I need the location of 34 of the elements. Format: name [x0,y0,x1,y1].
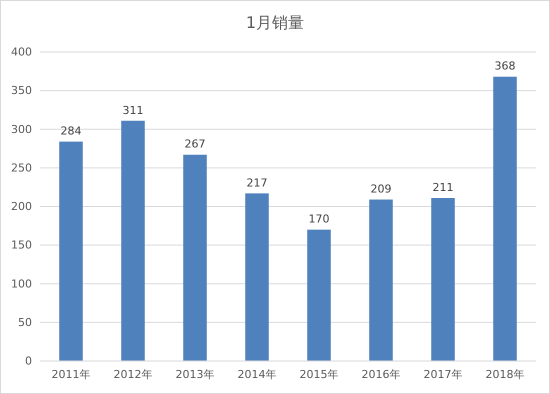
bar [307,230,331,361]
x-tick-label: 2011年 [52,368,90,381]
bar [121,120,145,361]
data-label: 211 [432,181,454,194]
y-tick-label: 200 [11,200,32,214]
bar [493,76,517,361]
bar [245,193,269,361]
y-tick-label: 300 [11,122,32,136]
y-tick-label: 150 [11,238,32,252]
x-tick-label: 2012年 [114,368,152,381]
x-tick-label: 2015年 [300,368,338,381]
y-tick-label: 50 [18,316,32,329]
y-tick-label: 0 [25,354,32,368]
data-label: 267 [184,138,206,151]
x-tick-label: 2014年 [238,368,276,381]
bar [183,154,207,361]
x-tick-label: 2013年 [176,368,214,381]
x-tick-label: 2018年 [486,368,524,381]
data-label: 368 [494,60,516,73]
data-label: 209 [370,182,392,196]
y-tick-label: 400 [11,46,32,59]
chart-title: 1月销量 [246,13,304,32]
bar [431,198,455,361]
data-label: 170 [308,212,330,226]
data-label: 217 [246,176,268,190]
bar [369,200,393,361]
data-label: 311 [122,104,144,117]
data-label: 284 [60,124,82,138]
x-tick-label: 2016年 [362,368,400,381]
y-tick-label: 250 [11,161,32,174]
y-tick-label: 100 [11,277,32,290]
y-tick-label: 350 [11,84,32,98]
bar [59,142,83,361]
x-tick-label: 2017年 [424,368,462,381]
